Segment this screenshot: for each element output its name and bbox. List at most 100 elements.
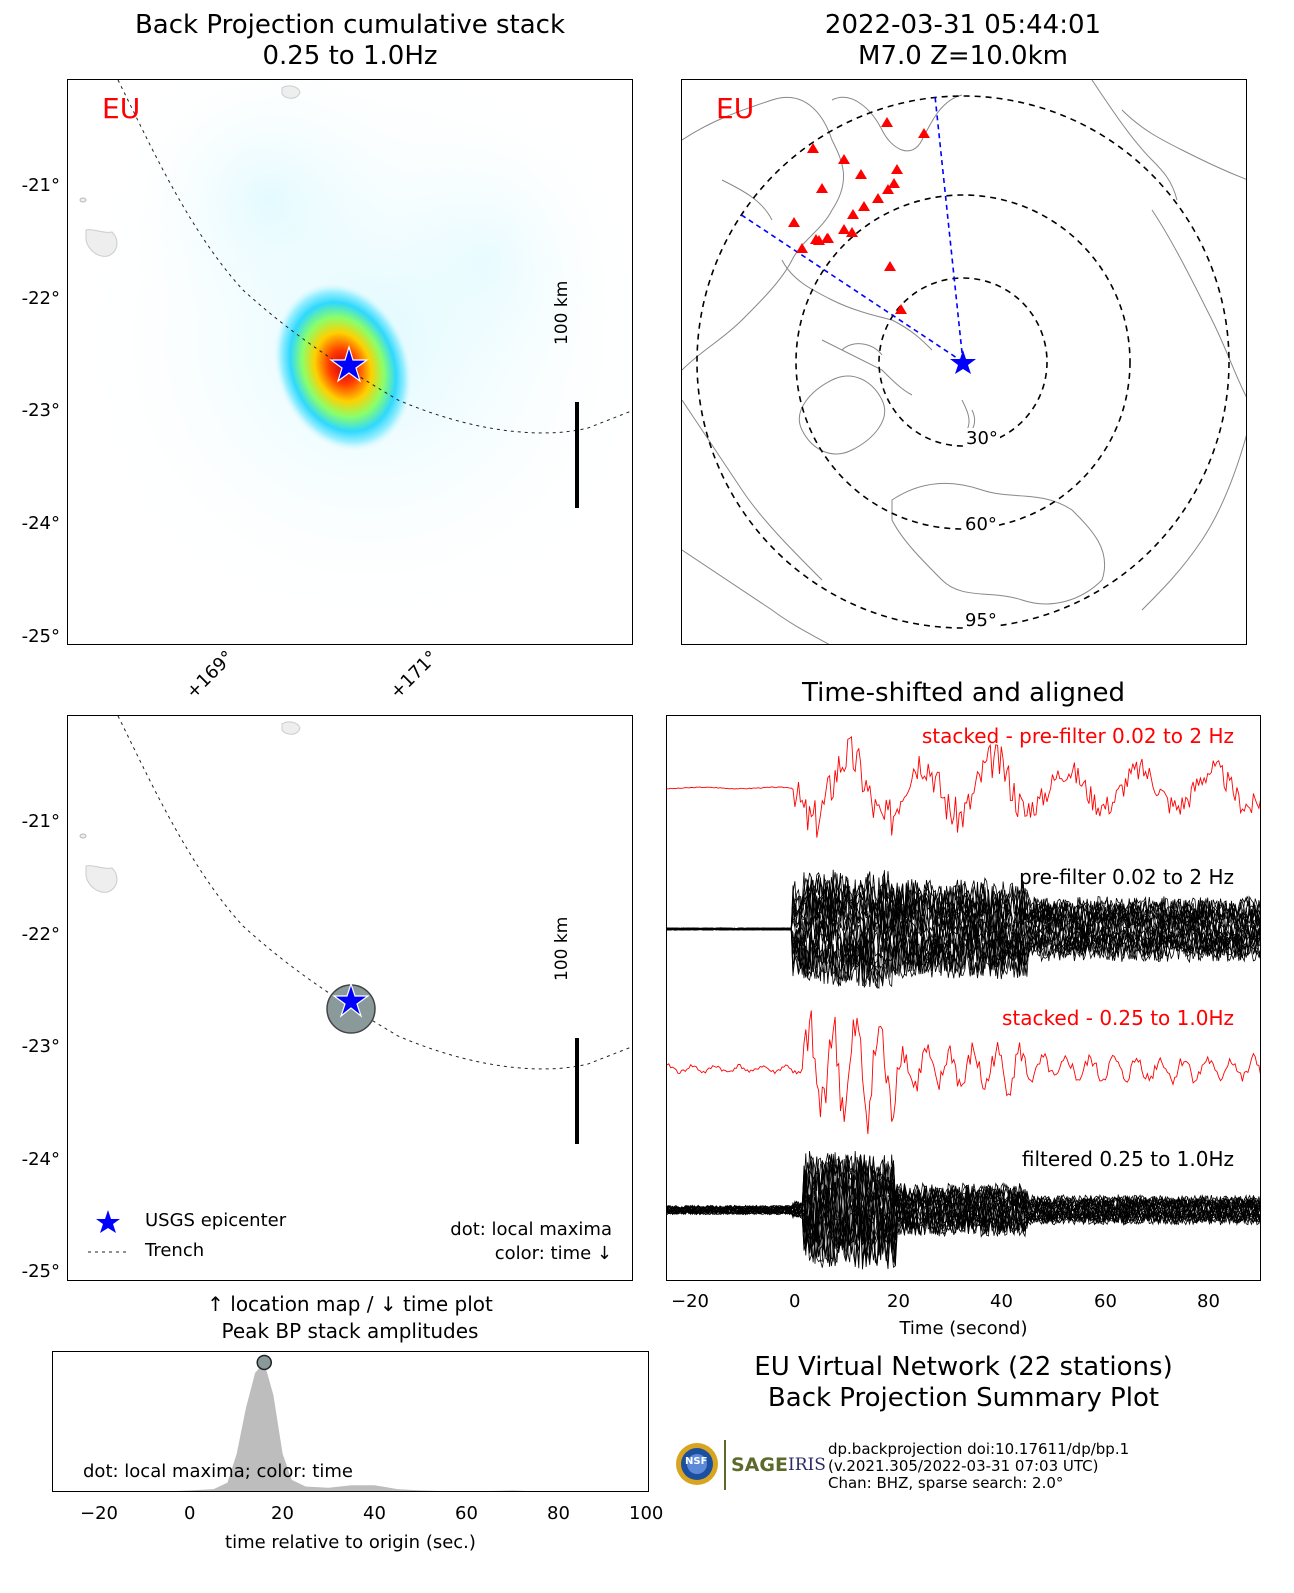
wave-xtick: 20 — [887, 1291, 910, 1312]
bp-lon-tick: +169° — [182, 646, 239, 703]
event-map-title: 2022-03-31 05:44:01 M7.0 Z=10.0km — [680, 10, 1246, 72]
loc-lat-tick: -22° — [21, 924, 60, 945]
wave-xtick: 40 — [990, 1291, 1013, 1312]
wave-xtick: 80 — [1197, 1291, 1220, 1312]
time-xlabel: time relative to origin (sec.) — [225, 1532, 476, 1553]
island-north — [281, 721, 301, 735]
coastlines — [682, 80, 1246, 644]
location-note-1: dot: local maxima — [450, 1219, 612, 1240]
waveform-trace — [667, 1155, 1260, 1269]
epicenter-star — [950, 350, 976, 374]
waveform-trace — [667, 1154, 1260, 1264]
station — [855, 169, 867, 179]
legend-star — [96, 1210, 120, 1233]
station — [838, 224, 850, 234]
event-magnitude: M7.0 Z=10.0km — [858, 41, 1068, 71]
waveform-trace — [667, 736, 1260, 838]
station — [858, 201, 870, 211]
credit-version: (v.2021.305/2022-03-31 07:03 UTC) — [828, 1457, 1099, 1475]
station — [822, 233, 834, 243]
logo-divider — [724, 1440, 726, 1490]
island-west — [85, 865, 118, 893]
event-map-network-label: EU — [716, 92, 755, 125]
station — [846, 227, 858, 237]
location-caption-2: Peak BP stack amplitudes — [221, 1319, 479, 1343]
station — [788, 217, 800, 227]
station — [838, 154, 850, 164]
station — [807, 143, 819, 153]
station — [918, 128, 930, 138]
heat-haze-3 — [348, 100, 628, 420]
time-plot-note: dot: local maxima; color: time — [83, 1461, 353, 1482]
trench-line — [117, 80, 632, 434]
station — [895, 304, 907, 314]
bp-stack-svg — [68, 80, 632, 640]
legend-epicenter-label: USGS epicenter — [145, 1210, 287, 1231]
waveform-trace — [667, 1155, 1260, 1263]
wave-label-filtered: filtered 0.25 to 1.0Hz — [1021, 1147, 1234, 1171]
trench-line — [117, 716, 632, 1070]
station — [796, 243, 808, 253]
waveform-trace — [667, 1010, 1260, 1135]
sage-logo: SAGE — [731, 1454, 788, 1476]
wave-label-prefilter: pre-filter 0.02 to 2 Hz — [1019, 865, 1234, 889]
nsf-logo-text: NSF — [685, 1456, 708, 1467]
bp-lat-tick: -23° — [21, 400, 60, 421]
ring-label-30: 30° — [964, 428, 1000, 449]
time-xtick: 100 — [629, 1503, 664, 1524]
bp-lat-tick: -22° — [21, 288, 60, 309]
credits: dp.backprojection doi:10.17611/dp/bp.1 (… — [828, 1441, 1129, 1492]
station — [882, 184, 894, 194]
islet-west — [79, 197, 87, 203]
waveforms-title: Time-shifted and aligned — [802, 678, 1125, 708]
nsf-logo: NSF — [675, 1442, 719, 1486]
bp-lat-tick: -25° — [21, 626, 60, 647]
station — [816, 183, 828, 193]
location-map-svg — [79, 716, 632, 1253]
wave-xtick: 60 — [1094, 1291, 1117, 1312]
island-north — [281, 85, 301, 99]
time-plot-svg — [176, 1354, 527, 1491]
loc-lat-tick: -25° — [21, 1261, 60, 1282]
island-west — [85, 229, 118, 257]
station — [891, 164, 903, 174]
bp-lat-tick: -21° — [21, 175, 60, 196]
peak-amplitude-area — [176, 1362, 527, 1491]
ring-label-95: 95° — [963, 610, 999, 631]
bp-stack-title-line2: 0.25 to 1.0Hz — [262, 41, 438, 71]
wave-xlabel: Time (second) — [899, 1318, 1028, 1339]
bp-lon-tick: +171° — [386, 646, 443, 703]
time-xtick: 60 — [455, 1503, 478, 1524]
station — [888, 178, 900, 188]
waveform-trace — [667, 1159, 1260, 1268]
location-map: 100 km USGS epicenter Trench dot: local … — [67, 715, 633, 1281]
location-caption-1: ↑ location map / ↓ time plot — [207, 1292, 493, 1316]
waveform-trace — [667, 1152, 1260, 1268]
station — [884, 261, 896, 271]
summary-line-2: Back Projection Summary Plot — [767, 1383, 1160, 1413]
location-caption: ↑ location map / ↓ time plot Peak BP sta… — [60, 1291, 640, 1345]
waveforms-plot: stacked - pre-filter 0.02 to 2 Hz pre-fi… — [666, 715, 1261, 1281]
time-plot: dot: local maxima; color: time — [52, 1351, 649, 1492]
event-map: EU 30° 60° 95° — [681, 79, 1247, 645]
waveform-trace — [667, 872, 1260, 982]
location-scale-label: 100 km — [552, 916, 572, 981]
time-xtick: 0 — [184, 1503, 196, 1524]
time-xtick: 80 — [547, 1503, 570, 1524]
waveforms-svg — [667, 736, 1260, 1270]
credit-doi: dp.backprojection doi:10.17611/dp/bp.1 — [828, 1440, 1130, 1458]
epicenter-star — [329, 344, 369, 383]
summary-title: EU Virtual Network (22 stations) Back Pr… — [666, 1352, 1261, 1414]
event-time: 2022-03-31 05:44:01 — [824, 10, 1102, 40]
wave-label-stacked-prefilter: stacked - pre-filter 0.02 to 2 Hz — [921, 724, 1234, 748]
stations — [788, 117, 930, 314]
bp-stack-network-label: EU — [102, 92, 141, 125]
station — [847, 209, 859, 219]
time-xtick: 20 — [271, 1503, 294, 1524]
wave-label-stacked-filtered: stacked - 0.25 to 1.0Hz — [1002, 1006, 1234, 1030]
bp-stack-scale-label: 100 km — [552, 280, 572, 345]
loc-lat-tick: -21° — [21, 811, 60, 832]
event-map-svg — [682, 80, 1246, 644]
summary-line-1: EU Virtual Network (22 stations) — [754, 1352, 1173, 1382]
local-maximum-dot — [256, 1354, 272, 1371]
